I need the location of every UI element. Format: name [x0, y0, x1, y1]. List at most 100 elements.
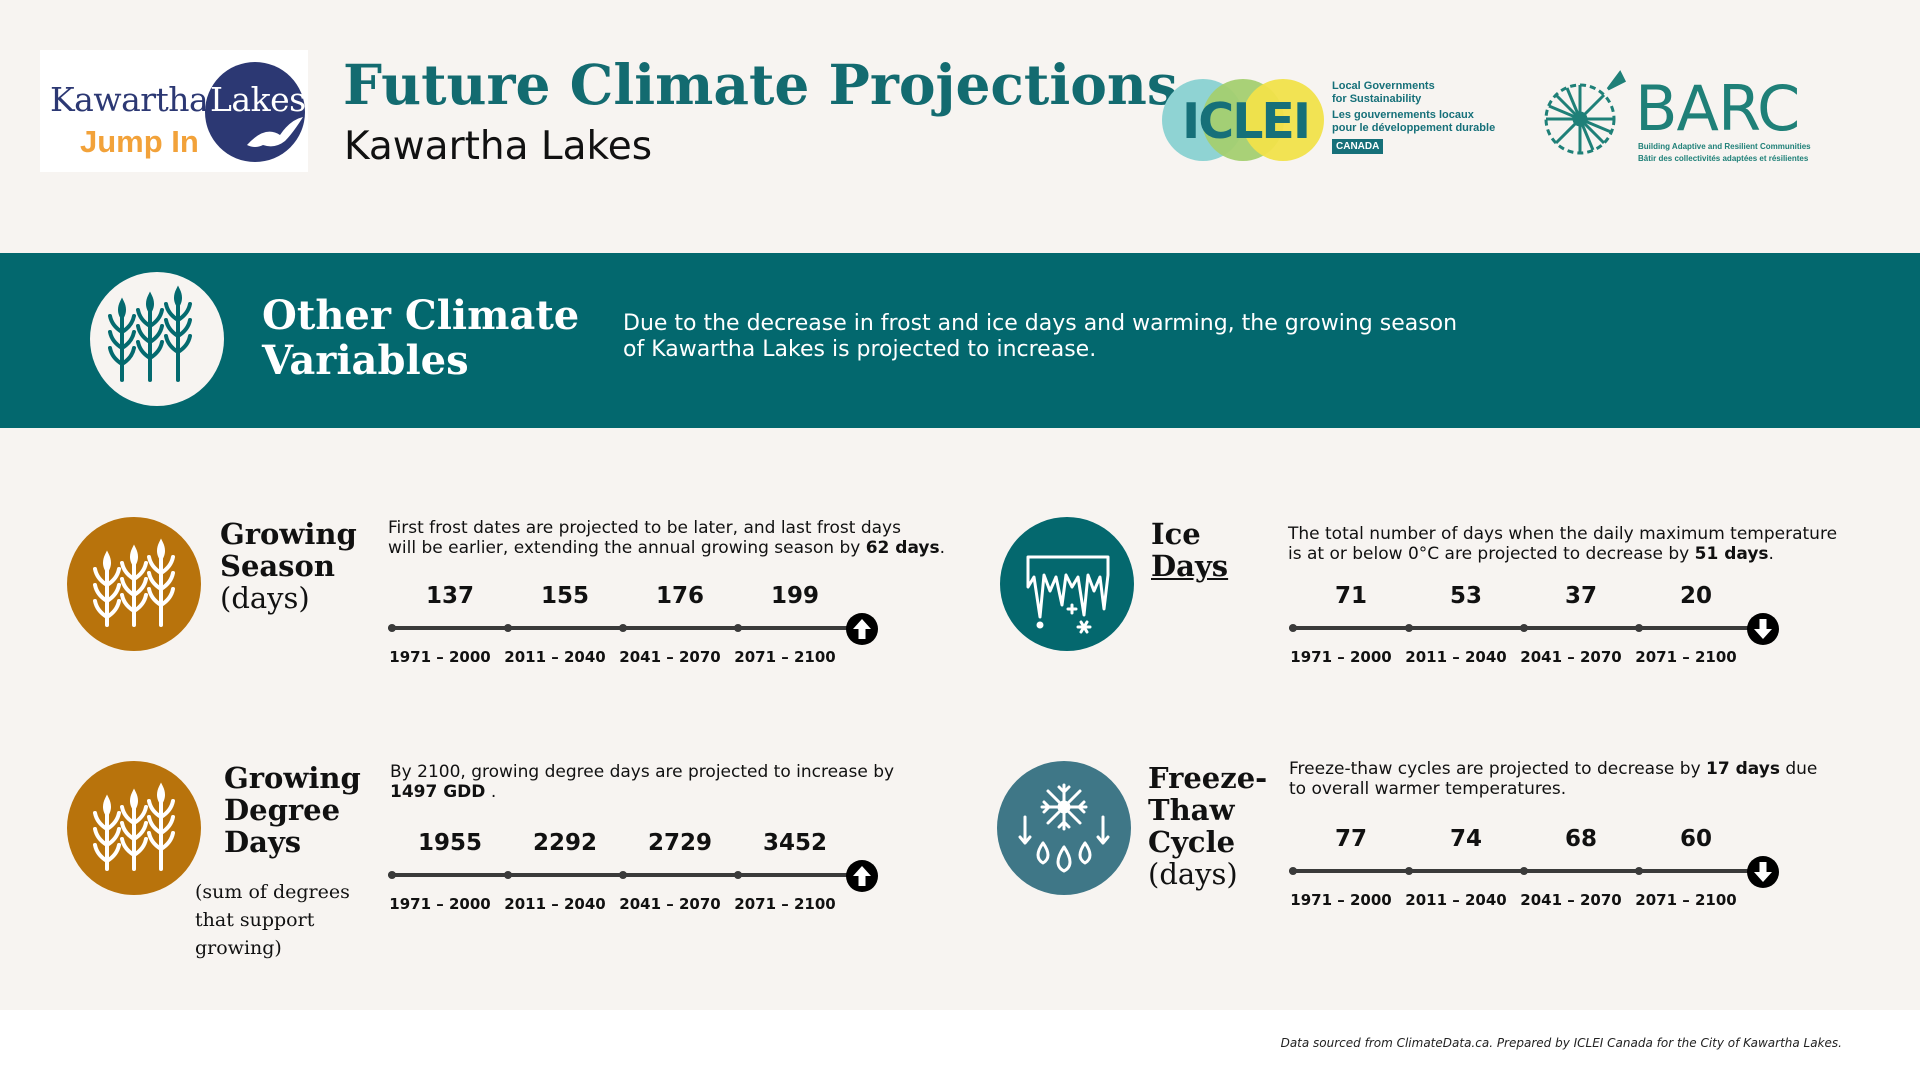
timeline-value: 60	[1679, 826, 1713, 852]
arrow-up-icon	[846, 860, 878, 892]
timeline-value: 71	[1334, 583, 1368, 609]
timeline-dot	[388, 871, 396, 879]
timeline-dot	[504, 871, 512, 879]
ice-days-title2: Days	[1151, 549, 1229, 583]
gdd-title3: Days	[224, 825, 302, 859]
wheat-icon	[93, 538, 175, 627]
timeline-dot	[1405, 867, 1413, 875]
section-title-line2: Variables	[262, 337, 469, 384]
ice-days-description: The total number of days when the daily …	[1288, 524, 1837, 564]
icicles-icon	[1026, 555, 1110, 634]
iclei-word: ICLEI	[1182, 93, 1311, 150]
freeze-thaw-title2: Thaw	[1148, 793, 1235, 827]
growing-season-title1: Growing	[220, 517, 357, 551]
iclei-line4: pour le développement durable	[1332, 122, 1496, 134]
timeline-value: 74	[1449, 826, 1483, 852]
gdd-title1: Growing	[224, 761, 361, 795]
timeline-dot	[1635, 867, 1643, 875]
timeline-period: 1971 – 2000	[389, 895, 491, 913]
arrow-up-icon	[846, 613, 878, 645]
logo-kl-word2: Lakes	[210, 80, 306, 119]
timeline-dot	[1520, 624, 1528, 632]
timeline-value: 53	[1449, 583, 1483, 609]
ice-days-desc-line2: is at or below 0°C are projected to decr…	[1288, 544, 1774, 564]
timeline-value: 2292	[532, 830, 598, 856]
wheat-icon	[93, 782, 175, 871]
timeline-period: 2011 – 2040	[504, 648, 606, 666]
barc-wheel-icon	[1544, 70, 1627, 155]
gdd-desc-line1: By 2100, growing degree days are project…	[390, 762, 895, 782]
section-desc-line1: Due to the decrease in frost and ice day…	[623, 311, 1458, 336]
snowflake-drops-icon	[1018, 783, 1110, 873]
freeze-thaw-title: Freeze- Thaw Cycle (days)	[1148, 762, 1267, 890]
timeline-period: 2071 – 2100	[1635, 891, 1737, 909]
timeline-value: 77	[1334, 826, 1368, 852]
timeline-period: 2071 – 2100	[734, 648, 836, 666]
freeze-thaw-desc-line2: to overall warmer temperatures.	[1289, 779, 1567, 799]
gdd-note1: (sum of degrees	[195, 881, 350, 903]
ice-days-title: Ice Days	[1151, 518, 1228, 582]
timeline-value: 20	[1679, 583, 1713, 609]
freeze-thaw-title1: Freeze-	[1148, 761, 1268, 795]
ice-days-timeline: 71 1971 – 2000 53 2011 – 2040 37 2041 – 2070 2…	[1289, 583, 1789, 673]
barc-word: BARC	[1635, 72, 1800, 145]
timeline-dot	[619, 624, 627, 632]
timeline-value: 155	[540, 583, 590, 609]
page-subtitle: Kawartha Lakes	[344, 124, 653, 169]
iclei-logo: ICLEI Local Governments for Sustainabili…	[1162, 75, 1502, 165]
ice-days-badge	[1000, 517, 1134, 651]
timeline-dot	[619, 871, 627, 879]
timeline-dot	[1405, 624, 1413, 632]
timeline-value: 37	[1564, 583, 1598, 609]
timeline-dot	[504, 624, 512, 632]
timeline-period: 2071 – 2100	[1635, 648, 1737, 666]
freeze-thaw-description: Freeze-thaw cycles are projected to decr…	[1289, 759, 1817, 799]
ice-days-title2-wrap: Days	[1151, 550, 1228, 582]
timeline-value: 3452	[762, 830, 828, 856]
gdd-note3: growing)	[195, 937, 282, 959]
arrow-down-icon	[1747, 613, 1779, 645]
growing-season-desc-line2: will be earlier, extending the annual gr…	[388, 538, 946, 558]
section-desc-line2: of Kawartha Lakes is projected to increa…	[623, 337, 1097, 362]
timeline-period: 2011 – 2040	[1405, 891, 1507, 909]
growing-season-desc-line1: First frost dates are projected to be la…	[388, 518, 901, 538]
growing-degree-days-badge	[67, 761, 201, 895]
growing-season-unit: (days)	[220, 581, 310, 615]
ice-days-title1: Ice	[1151, 517, 1201, 551]
growing-season-title2: Season	[220, 549, 335, 583]
growing-degree-days-title: Growing Degree Days	[224, 762, 361, 858]
timeline-value: 199	[770, 583, 820, 609]
gdd-desc-line2: 1497 GDD .	[390, 782, 497, 802]
timeline-value: 68	[1564, 826, 1598, 852]
iclei-line2: for Sustainability	[1332, 93, 1422, 105]
growing-season-title: Growing Season (days)	[220, 518, 357, 614]
timeline-dot	[1289, 867, 1297, 875]
gdd-description: By 2100, growing degree days are project…	[390, 762, 894, 802]
section-description: Due to the decrease in frost and ice day…	[623, 311, 1457, 363]
timeline-dot	[734, 871, 742, 879]
growing-season-timeline: 137 1971 – 2000 155 2011 – 2040 176 2041 – 20…	[388, 583, 888, 673]
barc-logo: BARC Building Adaptive and Resilient Com…	[1538, 62, 1818, 172]
ice-days-desc-line1: The total number of days when the daily …	[1288, 524, 1838, 544]
freeze-thaw-timeline: 77 1971 – 2000 74 2011 – 2040 68 2041 – 2070 6…	[1289, 826, 1789, 916]
banner-wheat-badge	[90, 272, 224, 406]
timeline-period: 2011 – 2040	[504, 895, 606, 913]
wheat-icon	[108, 285, 192, 382]
freeze-thaw-desc-line1: Freeze-thaw cycles are projected to decr…	[1289, 759, 1818, 779]
bird-icon	[247, 117, 303, 147]
timeline-period: 1971 – 2000	[1290, 648, 1392, 666]
timeline-period: 1971 – 2000	[1290, 891, 1392, 909]
timeline-value: 176	[655, 583, 705, 609]
timeline-value: 1955	[417, 830, 483, 856]
timeline-dot	[388, 624, 396, 632]
timeline-period: 2041 – 2070	[619, 648, 721, 666]
iclei-circle-yellow	[1242, 79, 1324, 161]
timeline-period: 2071 – 2100	[734, 895, 836, 913]
gdd-note2: that support	[195, 909, 315, 931]
timeline-period: 1971 – 2000	[389, 648, 491, 666]
growing-season-badge	[67, 517, 201, 651]
timeline-dot	[734, 624, 742, 632]
gdd-title2: Degree	[224, 793, 341, 827]
section-title-line1: Other Climate	[262, 292, 580, 339]
timeline-value: 137	[425, 583, 475, 609]
